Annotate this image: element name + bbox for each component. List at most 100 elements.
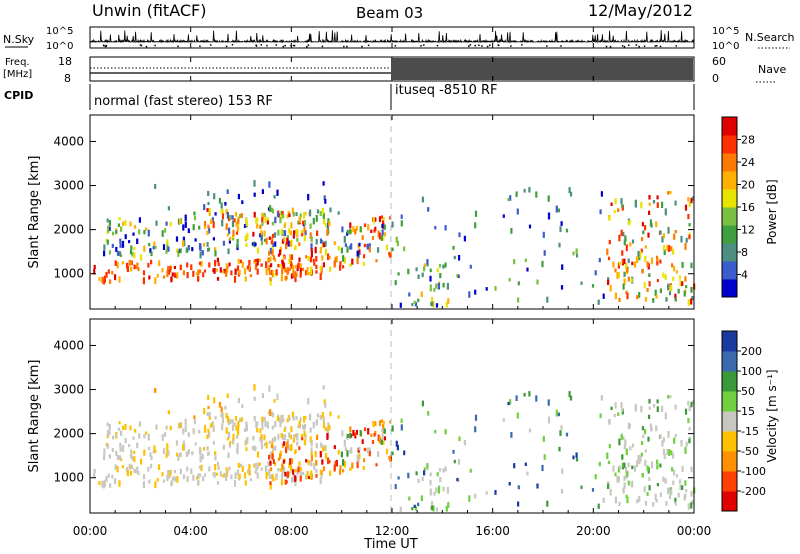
scatter-cell [652, 200, 656, 204]
scatter-cell [118, 480, 121, 487]
scatter-cell [296, 433, 299, 440]
scatter-cell [624, 235, 627, 242]
scatter-cell [305, 255, 308, 259]
scatter-cell [182, 270, 185, 276]
scatter-cell [659, 230, 662, 235]
scatter-cell [170, 480, 173, 487]
scatter-cell [286, 237, 289, 245]
scatter-cell [678, 275, 682, 280]
scatter-cell [211, 421, 214, 426]
scatter-cell [165, 425, 168, 430]
scatter-cell [246, 232, 249, 240]
scatter-cell [199, 473, 202, 478]
scatter-cell [272, 242, 275, 248]
scatter-cell [415, 267, 418, 272]
scatter-cell [111, 243, 114, 248]
scatter-cell [270, 467, 273, 472]
x-axis-ticks: 00:00 04:00 08:00 12:00 16:00 20:00 00:00 [73, 27, 711, 538]
scatter-cell [453, 459, 456, 464]
scatter-cell [667, 431, 670, 438]
scatter-cell [302, 267, 305, 271]
scatter-cell [182, 224, 185, 231]
scatter-cell [256, 223, 259, 229]
scatter-cell [203, 269, 207, 273]
scatter-cell [333, 262, 336, 268]
scatter-cell [377, 451, 380, 457]
scatter-cell [383, 436, 386, 441]
scatter-cell [301, 424, 305, 429]
scatter-cell [623, 258, 626, 265]
scatter-cell [309, 223, 312, 229]
scatter-cell [206, 242, 209, 247]
scatter-cell [292, 269, 295, 277]
scatter-cell [310, 243, 313, 249]
scatter-cell [208, 208, 211, 215]
scatter-cell [631, 261, 634, 266]
scatter-cell [656, 483, 659, 487]
scatter-cell [243, 268, 247, 275]
scatter-cell [598, 257, 601, 263]
scatter-cell [288, 258, 291, 265]
scatter-cell [299, 467, 302, 472]
nsearch-dot [659, 45, 662, 48]
scatter-cell [177, 251, 180, 257]
scatter-cell [358, 446, 361, 451]
scatter-cell [271, 246, 274, 253]
scatter-cell [626, 471, 629, 477]
scatter-cell [137, 471, 140, 476]
scatter-cell [186, 451, 189, 457]
scatter-cell [271, 412, 275, 418]
scatter-cell [661, 440, 664, 447]
scatter-cell [295, 212, 298, 217]
x-tick-label: 20:00 [576, 524, 611, 538]
scatter-cell [648, 281, 651, 287]
scatter-cell [524, 258, 527, 263]
scatter-cell [270, 444, 273, 449]
scatter-cell [614, 268, 617, 273]
scatter-cell [494, 490, 497, 495]
scatter-cell [377, 247, 380, 253]
scatter-cell [437, 486, 440, 494]
scatter-cell [656, 202, 659, 209]
x-tick-label: 12:00 [375, 524, 410, 538]
scatter-cell [474, 222, 477, 229]
scatter-cell [606, 248, 609, 256]
scatter-cell [167, 265, 170, 270]
scatter-cell [251, 446, 254, 450]
scatter-cell [617, 262, 620, 269]
scatter-cell [279, 468, 282, 472]
scatter-cell [368, 447, 371, 451]
scatter-cell [674, 230, 677, 234]
scatter-cell [171, 476, 174, 481]
scatter-cell [625, 494, 628, 499]
scatter-cell [380, 419, 383, 423]
scatter-cell [292, 469, 295, 475]
scatter-cell [377, 434, 380, 442]
scatter-cell [182, 236, 185, 243]
scatter-cell [216, 257, 219, 263]
scatter-cell [276, 189, 279, 196]
scatter-cell [630, 482, 633, 487]
scatter-cell [324, 403, 327, 408]
scatter-cell [246, 436, 249, 444]
scatter-cell [684, 242, 687, 250]
scatter-cell [674, 497, 677, 504]
scatter-cell [528, 224, 532, 229]
scatter-cell [340, 247, 343, 254]
scatter-cell [305, 459, 308, 463]
scatter-cell [644, 500, 648, 506]
scatter-cell [536, 279, 539, 285]
scatter-cell [191, 247, 194, 252]
scatter-cell [339, 261, 342, 266]
scatter-cell [636, 256, 639, 264]
scatter-cell [335, 255, 338, 263]
scatter-cell [623, 462, 626, 469]
scatter-cell [102, 483, 105, 489]
scatter-cell [206, 434, 209, 439]
scatter-cell [614, 402, 617, 409]
scatter-cell [108, 454, 111, 459]
scatter-cell [667, 191, 670, 195]
scatter-cell [202, 476, 205, 482]
scatter-cell [229, 236, 232, 241]
scatter-cell [669, 395, 672, 399]
